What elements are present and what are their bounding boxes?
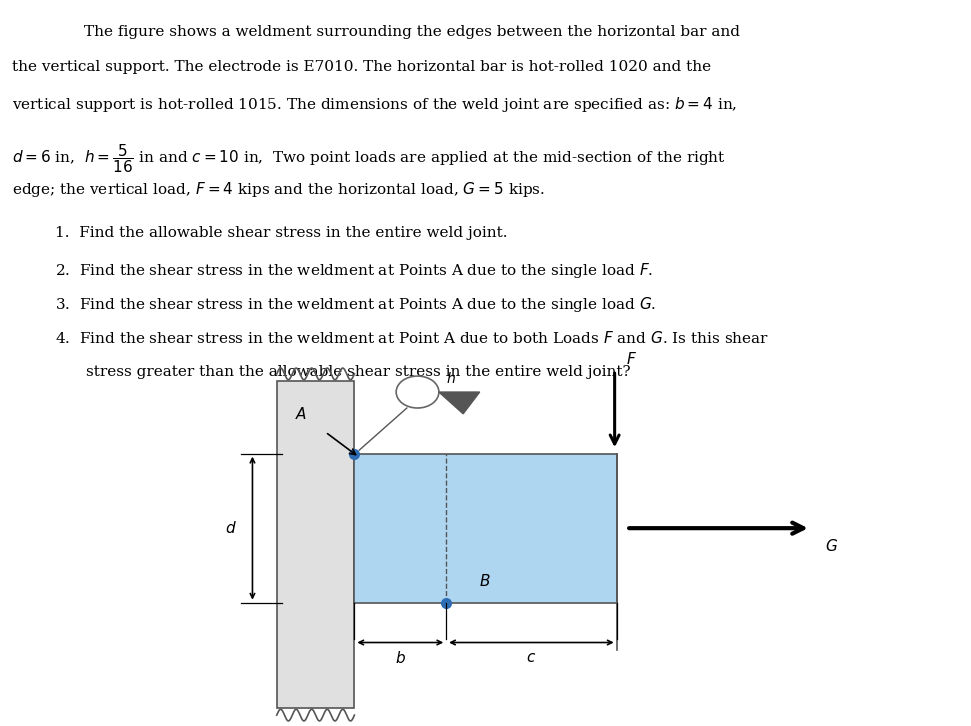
Text: the vertical support. The electrode is E7010. The horizontal bar is hot-rolled 1: the vertical support. The electrode is E…: [12, 60, 711, 74]
Text: vertical support is hot-rolled 1015. The dimensions of the weld joint are specif: vertical support is hot-rolled 1015. The…: [12, 95, 737, 114]
Text: $b$: $b$: [395, 650, 406, 666]
Text: $F$: $F$: [626, 351, 637, 367]
Text: 3.  Find the shear stress in the weldment at Points A due to the single load $G$: 3. Find the shear stress in the weldment…: [55, 295, 656, 314]
Text: $c$: $c$: [526, 651, 536, 666]
Text: $d$: $d$: [225, 520, 237, 537]
Bar: [354, 454, 617, 603]
Text: 2.  Find the shear stress in the weldment at Points A due to the single load $F$: 2. Find the shear stress in the weldment…: [55, 261, 653, 280]
Text: edge; the vertical load, $F = 4$ kips and the horizontal load, $G = 5$ kips.: edge; the vertical load, $F = 4$ kips an…: [12, 181, 545, 200]
Text: $d = 6$ in,  $h = \dfrac{5}{16}$ in and $c = 10$ in,  Two point loads are applie: $d = 6$ in, $h = \dfrac{5}{16}$ in and $…: [12, 142, 725, 175]
Bar: [277, 381, 354, 708]
Polygon shape: [439, 392, 480, 414]
Text: 4.  Find the shear stress in the weldment at Point A due to both Loads $F$ and $: 4. Find the shear stress in the weldment…: [55, 330, 769, 346]
Text: stress greater than the allowable shear stress in the entire weld joint?: stress greater than the allowable shear …: [86, 365, 631, 379]
Text: 1.  Find the allowable shear stress in the entire weld joint.: 1. Find the allowable shear stress in th…: [55, 226, 508, 240]
Text: $G$: $G$: [825, 538, 838, 555]
Text: $h$: $h$: [446, 370, 455, 386]
Text: $B$: $B$: [480, 573, 490, 589]
Text: $A$: $A$: [295, 406, 307, 422]
Text: The figure shows a weldment surrounding the edges between the horizontal bar and: The figure shows a weldment surrounding …: [84, 25, 741, 39]
